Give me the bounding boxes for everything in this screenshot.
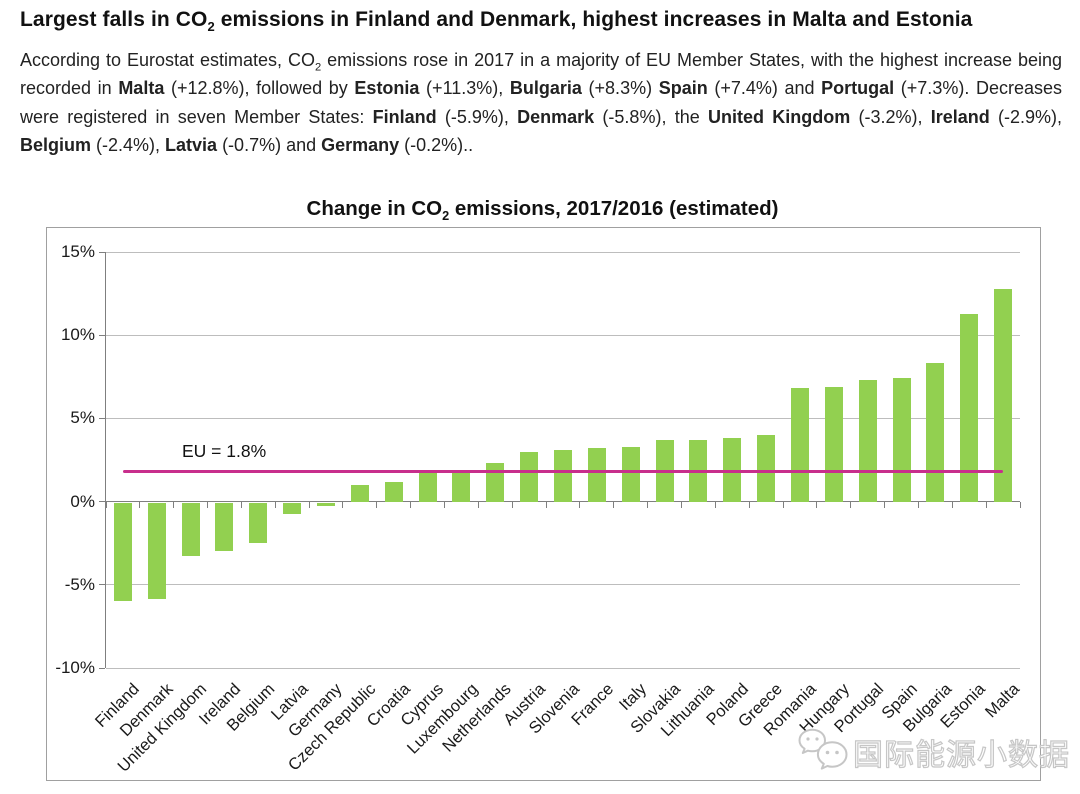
category-tick bbox=[579, 501, 581, 508]
bar-greece bbox=[757, 435, 776, 502]
intro-paragraph: According to Eurostat estimates, CO2 emi… bbox=[20, 50, 1063, 156]
eu-line-label: EU = 1.8% bbox=[182, 440, 267, 461]
category-tick bbox=[173, 501, 175, 508]
bar-ireland bbox=[215, 502, 234, 551]
y-axis-tick bbox=[99, 667, 105, 669]
category-tick bbox=[714, 501, 716, 508]
category-tick bbox=[308, 501, 310, 508]
bar-austria bbox=[520, 451, 539, 502]
category-tick bbox=[545, 501, 547, 508]
category-tick bbox=[850, 501, 852, 508]
y-tick-label--5: -5% bbox=[64, 574, 95, 594]
bar-slovenia bbox=[554, 450, 572, 502]
bar-luxembourg bbox=[452, 471, 471, 502]
bar-denmark bbox=[147, 502, 166, 600]
chart-title: Change in CO2 emissions, 2017/2016 (esti… bbox=[306, 197, 779, 224]
category-tick bbox=[342, 501, 344, 508]
bar-germany bbox=[317, 502, 336, 506]
bar-finland bbox=[113, 502, 132, 601]
headline: Largest falls in CO2 emissions in Finlan… bbox=[20, 8, 973, 35]
bar-croatia bbox=[384, 481, 403, 502]
zero-axis-line bbox=[106, 501, 1020, 503]
y-axis-line bbox=[105, 252, 106, 668]
eu-reference-line bbox=[122, 470, 1004, 474]
bar-spain bbox=[892, 378, 911, 502]
y-tick-label-15: 15% bbox=[60, 242, 95, 261]
bar-belgium bbox=[249, 502, 268, 543]
category-tick bbox=[613, 501, 615, 508]
gridline-5 bbox=[106, 417, 1020, 419]
bar-romania bbox=[790, 388, 809, 502]
gridline--10 bbox=[106, 667, 1020, 669]
y-tick-label-5: 5% bbox=[70, 408, 95, 428]
category-tick bbox=[105, 501, 107, 508]
gridline-10 bbox=[106, 334, 1020, 336]
bar-italy bbox=[621, 446, 640, 502]
category-tick bbox=[782, 501, 784, 508]
chart-frame: 15% 10% 5% 0% -5% -10% Finland Denmark United Ki… bbox=[46, 227, 1041, 781]
y-axis-tick bbox=[99, 501, 105, 503]
category-tick bbox=[647, 501, 649, 508]
y-axis-tick bbox=[99, 417, 105, 419]
bar-hungary bbox=[824, 386, 843, 502]
bar-france bbox=[587, 448, 606, 502]
category-tick bbox=[410, 501, 412, 508]
category-tick bbox=[274, 501, 276, 508]
y-axis-tick bbox=[99, 334, 105, 336]
y-axis-tick bbox=[99, 584, 105, 586]
bar-united-kingdom bbox=[181, 502, 200, 556]
category-tick bbox=[680, 501, 682, 508]
bar-czech-republic bbox=[350, 484, 369, 502]
category-tick bbox=[444, 501, 446, 508]
bar-malta bbox=[994, 288, 1013, 502]
category-tick bbox=[207, 501, 209, 508]
gridline--5 bbox=[106, 584, 1020, 586]
bar-netherlands bbox=[486, 463, 505, 502]
category-tick bbox=[951, 501, 953, 508]
y-axis-tick bbox=[99, 251, 105, 253]
category-tick bbox=[917, 501, 919, 508]
category-tick bbox=[477, 501, 479, 508]
category-tick bbox=[139, 501, 141, 508]
bar-estonia bbox=[960, 313, 979, 502]
watermark-text: 国际能源小数据 bbox=[852, 738, 1070, 772]
category-tick bbox=[816, 501, 818, 508]
bar-bulgaria bbox=[926, 363, 945, 502]
category-tick bbox=[376, 501, 378, 508]
category-tick bbox=[240, 501, 242, 508]
y-tick-label--10: -10% bbox=[55, 658, 95, 677]
x-label-malta: Malta bbox=[981, 680, 1023, 722]
watermark: 国际能源小数据 bbox=[797, 727, 1070, 776]
plot-area: 15% 10% 5% 0% -5% -10% Finland Denmark United Ki… bbox=[55, 242, 1022, 776]
category-tick bbox=[985, 501, 987, 508]
category-tick bbox=[511, 501, 513, 508]
bar-portugal bbox=[858, 380, 877, 502]
category-tick bbox=[884, 501, 886, 508]
wechat-bubbles-icon bbox=[797, 727, 849, 776]
y-tick-label-10: 10% bbox=[60, 325, 95, 345]
bar-poland bbox=[723, 438, 742, 502]
bar-latvia bbox=[283, 502, 302, 515]
gridline-15 bbox=[106, 251, 1020, 253]
y-tick-label-0: 0% bbox=[70, 491, 95, 511]
category-tick bbox=[1019, 501, 1021, 508]
bar-cyprus bbox=[418, 473, 437, 502]
category-tick bbox=[748, 501, 750, 508]
